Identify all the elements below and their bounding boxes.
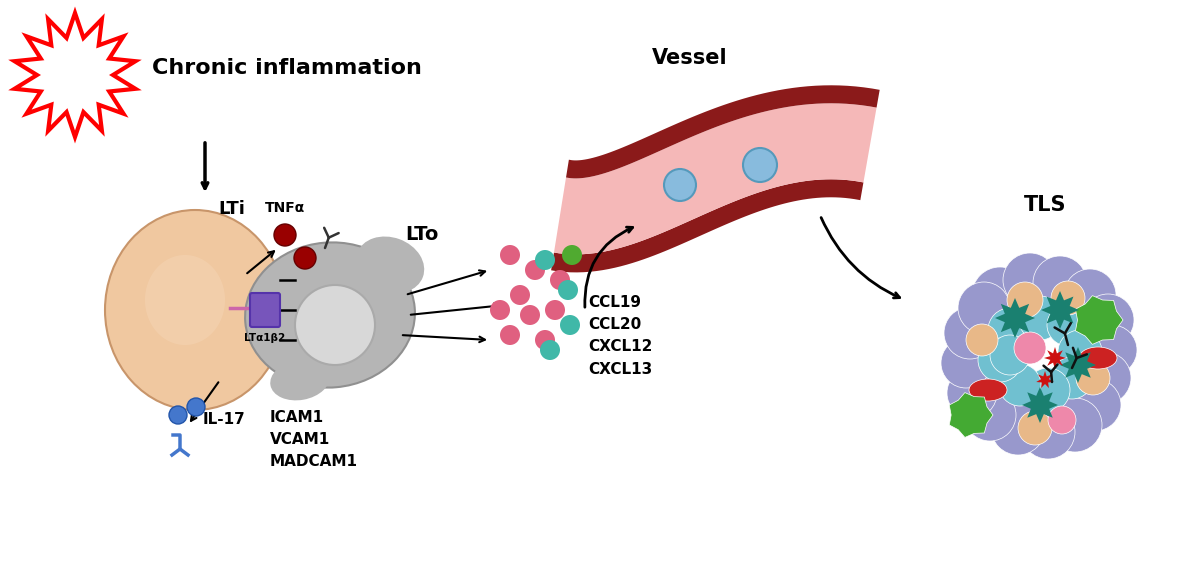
Circle shape [958,282,1010,334]
Circle shape [560,315,580,335]
Ellipse shape [105,210,285,410]
Circle shape [743,148,777,182]
Polygon shape [1044,347,1066,369]
Circle shape [1003,253,1057,307]
Polygon shape [566,85,880,178]
Circle shape [500,325,520,345]
Circle shape [1033,256,1087,310]
Polygon shape [554,103,876,254]
Circle shape [991,401,1045,455]
Ellipse shape [355,236,424,293]
Ellipse shape [246,243,415,387]
Circle shape [500,245,520,265]
Circle shape [540,340,560,360]
Circle shape [988,308,1032,352]
Circle shape [274,224,296,246]
Text: ICAM1
VCAM1
MADCAM1: ICAM1 VCAM1 MADCAM1 [270,410,358,470]
Circle shape [1014,332,1046,364]
Polygon shape [950,392,993,437]
Circle shape [1022,405,1075,459]
Circle shape [544,300,565,320]
Polygon shape [1040,291,1079,329]
Circle shape [1058,330,1102,374]
Ellipse shape [1079,347,1117,369]
Circle shape [1079,352,1131,404]
Text: Vessel: Vessel [652,48,727,68]
Ellipse shape [270,360,329,400]
Text: CCL19
CCL20
CXCL12
CXCL13: CCL19 CCL20 CXCL12 CXCL13 [588,295,652,377]
Circle shape [1051,281,1085,315]
Polygon shape [1036,371,1053,388]
Polygon shape [1022,387,1058,423]
Circle shape [535,330,555,350]
Text: TLS: TLS [1024,195,1066,215]
Circle shape [1026,368,1070,412]
Circle shape [1087,325,1137,375]
Circle shape [1048,304,1089,346]
Circle shape [1018,296,1062,340]
Circle shape [1048,398,1102,452]
Text: TNFα: TNFα [265,201,305,215]
Circle shape [947,368,997,418]
Circle shape [535,250,555,270]
Circle shape [294,247,317,269]
Circle shape [1076,361,1110,395]
Circle shape [187,398,205,416]
Polygon shape [1076,296,1123,345]
Text: LTo: LTo [405,226,438,244]
Circle shape [1007,282,1043,318]
Circle shape [1064,269,1116,321]
Circle shape [966,324,998,356]
Circle shape [562,245,582,265]
Circle shape [520,305,540,325]
Circle shape [1006,309,1024,327]
Circle shape [990,335,1030,375]
Text: Chronic inflammation: Chronic inflammation [152,58,422,78]
Polygon shape [996,298,1035,338]
Circle shape [1051,357,1092,399]
Circle shape [941,338,991,388]
Circle shape [1069,379,1121,431]
Circle shape [1018,411,1052,445]
Circle shape [964,389,1016,441]
Circle shape [999,364,1040,406]
Circle shape [526,260,544,280]
Circle shape [1032,397,1048,413]
Circle shape [1048,406,1076,434]
Circle shape [664,169,696,201]
Circle shape [169,406,187,424]
Polygon shape [552,179,863,272]
Circle shape [972,267,1027,323]
Circle shape [557,280,578,300]
Circle shape [978,338,1022,382]
Text: LTα1β2: LTα1β2 [244,333,286,343]
Text: LTi: LTi [218,200,244,218]
Ellipse shape [968,379,1007,401]
Circle shape [1070,357,1087,373]
Polygon shape [1061,347,1096,383]
Circle shape [1051,301,1069,319]
FancyBboxPatch shape [250,293,280,327]
Text: IL-17: IL-17 [203,413,246,427]
Ellipse shape [145,255,226,345]
Circle shape [295,285,376,365]
Circle shape [1082,294,1134,346]
Circle shape [490,300,510,320]
Circle shape [510,285,530,305]
Circle shape [550,270,570,290]
Circle shape [944,307,996,359]
Polygon shape [14,13,136,137]
